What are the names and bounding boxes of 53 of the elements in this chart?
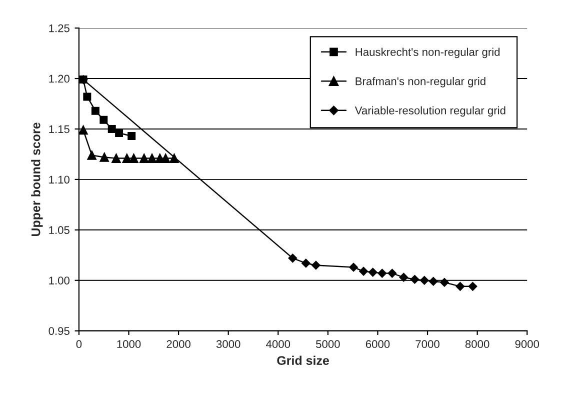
x-tick-label: 5000 — [316, 340, 340, 348]
point — [100, 152, 110, 162]
point — [420, 276, 429, 285]
point — [115, 129, 124, 138]
point — [399, 272, 408, 282]
x-tick-label: 2000 — [166, 340, 190, 348]
point — [122, 154, 132, 163]
x-tick-label: 8000 — [465, 340, 490, 348]
point — [128, 132, 136, 140]
point — [112, 154, 121, 163]
y-axis-title: Upper bound score — [31, 122, 43, 236]
x-tick-label: 9000 — [515, 340, 540, 348]
x-axis-title: Grid size — [277, 356, 329, 365]
point — [456, 282, 465, 291]
point — [359, 266, 368, 276]
point — [378, 268, 387, 278]
point — [368, 268, 378, 277]
point — [288, 254, 298, 263]
point — [129, 154, 138, 163]
y-tick-label: 1.10 — [49, 176, 70, 184]
point — [311, 260, 320, 270]
legend-label: Brafman's non-regular grid — [356, 77, 486, 88]
point — [388, 268, 397, 278]
y-tick-label: 0.95 — [48, 327, 70, 335]
legend-label: Variable-resolution regular grid — [354, 106, 506, 117]
point — [78, 125, 88, 135]
point — [301, 258, 310, 268]
point — [79, 76, 88, 84]
point — [428, 276, 438, 286]
y-tick-label: 1.05 — [49, 226, 70, 234]
point — [91, 106, 100, 115]
point — [87, 150, 97, 160]
x-tick-label: 6000 — [366, 340, 390, 348]
point — [83, 92, 92, 101]
point — [169, 154, 179, 163]
point — [349, 262, 358, 272]
point — [468, 282, 478, 291]
point — [139, 154, 149, 163]
y-tick-label: 1.00 — [49, 276, 70, 284]
x-tick-label: 0 — [76, 340, 82, 348]
x-tick-label: 4000 — [266, 340, 290, 348]
point — [410, 274, 420, 284]
point — [108, 124, 116, 133]
point — [440, 278, 449, 287]
point — [100, 116, 108, 124]
y-tick-label: 1.25 — [49, 24, 70, 32]
point — [147, 154, 157, 163]
x-tick-label: 3000 — [216, 340, 240, 348]
y-tick-label: 1.20 — [49, 74, 70, 83]
x-tick-label: 7000 — [416, 340, 440, 348]
x-tick-label: 1000 — [117, 340, 141, 348]
legend-label: Hauskrecht's non-regular grid — [356, 48, 500, 58]
y-tick-label: 1.15 — [49, 125, 70, 134]
